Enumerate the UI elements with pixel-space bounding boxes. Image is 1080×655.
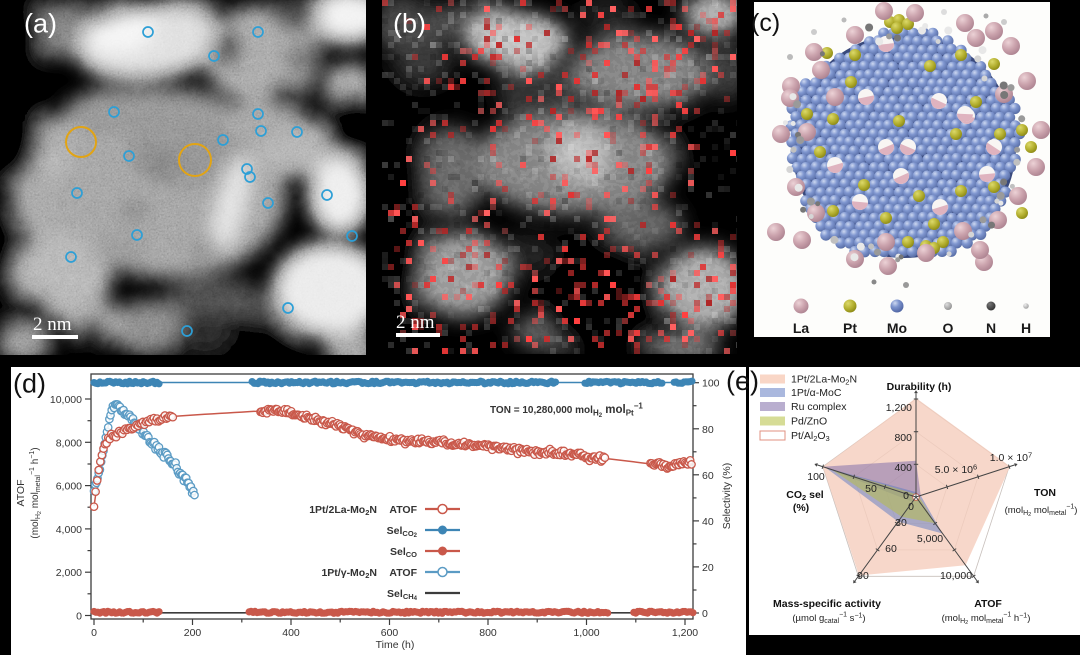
- svg-text:(µmol gcatal−1 s−1): (µmol gcatal−1 s−1): [792, 612, 865, 626]
- svg-text:80: 80: [702, 424, 714, 436]
- svg-text:40: 40: [702, 516, 714, 528]
- svg-text:1,200: 1,200: [672, 627, 698, 639]
- svg-text:30: 30: [895, 517, 907, 529]
- svg-text:10,000: 10,000: [50, 394, 82, 406]
- svg-text:50: 50: [865, 483, 877, 495]
- svg-text:400: 400: [282, 627, 300, 639]
- svg-text:600: 600: [381, 627, 399, 639]
- svg-text:Pt/Al2O3: Pt/Al2O3: [791, 430, 830, 443]
- svg-text:0: 0: [91, 627, 97, 639]
- svg-text:2,000: 2,000: [56, 567, 82, 579]
- svg-text:800: 800: [479, 627, 497, 639]
- svg-text:Ru complex: Ru complex: [791, 401, 847, 413]
- svg-text:0: 0: [908, 501, 914, 513]
- svg-text:0: 0: [702, 608, 708, 620]
- svg-text:0: 0: [76, 611, 82, 623]
- svg-text:4,000: 4,000: [56, 524, 82, 536]
- svg-text:ATOF: ATOF: [974, 598, 1002, 610]
- svg-text:100: 100: [807, 471, 825, 483]
- svg-text:TON = 10,280,000 molH2 molPt−1: TON = 10,280,000 molH2 molPt−1: [490, 402, 643, 420]
- svg-text:20: 20: [702, 562, 714, 574]
- svg-text:2 nm: 2 nm: [33, 314, 72, 335]
- svg-text:La: La: [793, 320, 810, 336]
- svg-text:200: 200: [184, 627, 202, 639]
- svg-text:60: 60: [702, 470, 714, 482]
- svg-text:O: O: [943, 320, 954, 336]
- svg-text:6,000: 6,000: [56, 481, 82, 493]
- svg-text:SelCO2: SelCO2: [387, 525, 418, 539]
- svg-text:8,000: 8,000: [56, 437, 82, 449]
- svg-text:1Pt/2La-Mo2N: 1Pt/2La-Mo2N: [791, 374, 857, 387]
- svg-text:5,000: 5,000: [917, 533, 943, 545]
- svg-text:Durability (h): Durability (h): [887, 381, 952, 393]
- svg-text:10,000: 10,000: [940, 570, 972, 582]
- svg-text:800: 800: [894, 432, 912, 444]
- svg-text:100: 100: [702, 378, 720, 390]
- svg-text:(molH2 molmetal−1): (molH2 molmetal−1): [1005, 504, 1078, 519]
- svg-text:ATOF: ATOF: [389, 567, 417, 579]
- svg-text:2 nm: 2 nm: [396, 312, 435, 333]
- svg-text:Pt: Pt: [843, 320, 857, 336]
- svg-text:1.0 × 107: 1.0 × 107: [990, 451, 1032, 465]
- svg-text:CO2 sel: CO2 sel: [786, 489, 824, 502]
- svg-text:1,200: 1,200: [886, 402, 912, 414]
- svg-text:(%): (%): [793, 502, 809, 514]
- svg-text:0: 0: [903, 490, 909, 502]
- svg-text:1Pt/2La-Mo2N: 1Pt/2La-Mo2N: [309, 504, 377, 517]
- svg-text:Mass-specific activity: Mass-specific activity: [773, 598, 881, 610]
- svg-text:ATOF: ATOF: [15, 479, 27, 506]
- svg-text:(molH2 molmetal−1 h−1): (molH2 molmetal−1 h−1): [29, 447, 43, 538]
- svg-text:(b): (b): [393, 9, 426, 39]
- svg-text:N: N: [986, 320, 996, 336]
- svg-text:400: 400: [894, 462, 912, 474]
- svg-text:Time (h): Time (h): [376, 639, 415, 651]
- svg-text:(molH2 molmetal−1 h−1): (molH2 molmetal−1 h−1): [942, 612, 1031, 627]
- svg-text:60: 60: [885, 543, 897, 555]
- svg-text:(d): (d): [13, 369, 46, 399]
- svg-text:Mo: Mo: [887, 320, 907, 336]
- svg-text:90: 90: [857, 570, 869, 582]
- svg-text:(a): (a): [24, 9, 57, 39]
- svg-text:ATOF: ATOF: [389, 504, 417, 516]
- svg-text:SelCH4: SelCH4: [387, 588, 418, 602]
- svg-text:1Pt/α-MoC: 1Pt/α-MoC: [791, 387, 842, 399]
- svg-text:1Pt/γ-Mo2N: 1Pt/γ-Mo2N: [321, 567, 377, 580]
- svg-text:TON: TON: [1034, 487, 1056, 499]
- svg-text:Selectivity (%): Selectivity (%): [721, 463, 733, 530]
- svg-text:H: H: [1021, 320, 1031, 336]
- svg-text:1,000: 1,000: [573, 627, 599, 639]
- svg-text:SelCO: SelCO: [390, 546, 417, 559]
- svg-text:Pd/ZnO: Pd/ZnO: [791, 416, 827, 428]
- svg-text:5.0 × 106: 5.0 × 106: [935, 463, 977, 477]
